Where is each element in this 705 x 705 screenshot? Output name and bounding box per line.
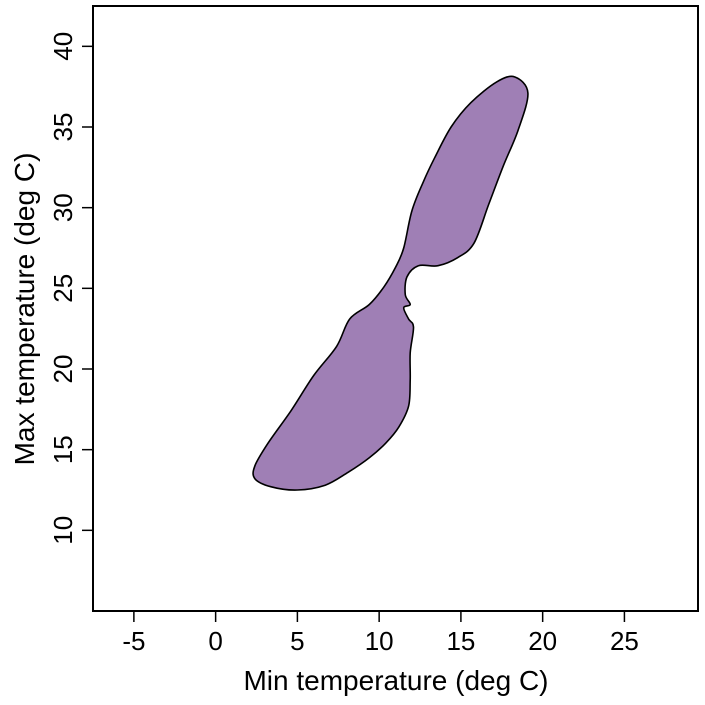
x-tick-label: 0	[208, 626, 222, 656]
x-tick-label: -5	[122, 626, 145, 656]
y-tick-label: 40	[48, 32, 78, 61]
y-axis-title: Max temperature (deg C)	[9, 153, 40, 466]
x-tick-label: 15	[446, 626, 475, 656]
y-tick-label: 25	[48, 274, 78, 303]
x-axis: -5 0 5 10 15 20 25	[122, 610, 639, 656]
y-tick-label: 30	[48, 193, 78, 222]
y-axis: 10 15 20 25 30 35 40	[48, 32, 94, 545]
region-layer	[252, 75, 529, 491]
x-axis-title: Min temperature (deg C)	[243, 665, 548, 696]
x-tick-label: 10	[365, 626, 394, 656]
x-tick-label: 5	[290, 626, 304, 656]
x-tick-label: 20	[528, 626, 557, 656]
y-tick-label: 15	[48, 435, 78, 464]
y-tick-label: 20	[48, 355, 78, 384]
density-region	[252, 75, 529, 491]
y-tick-label: 35	[48, 113, 78, 142]
y-tick-label: 10	[48, 516, 78, 545]
x-tick-label: 25	[610, 626, 639, 656]
